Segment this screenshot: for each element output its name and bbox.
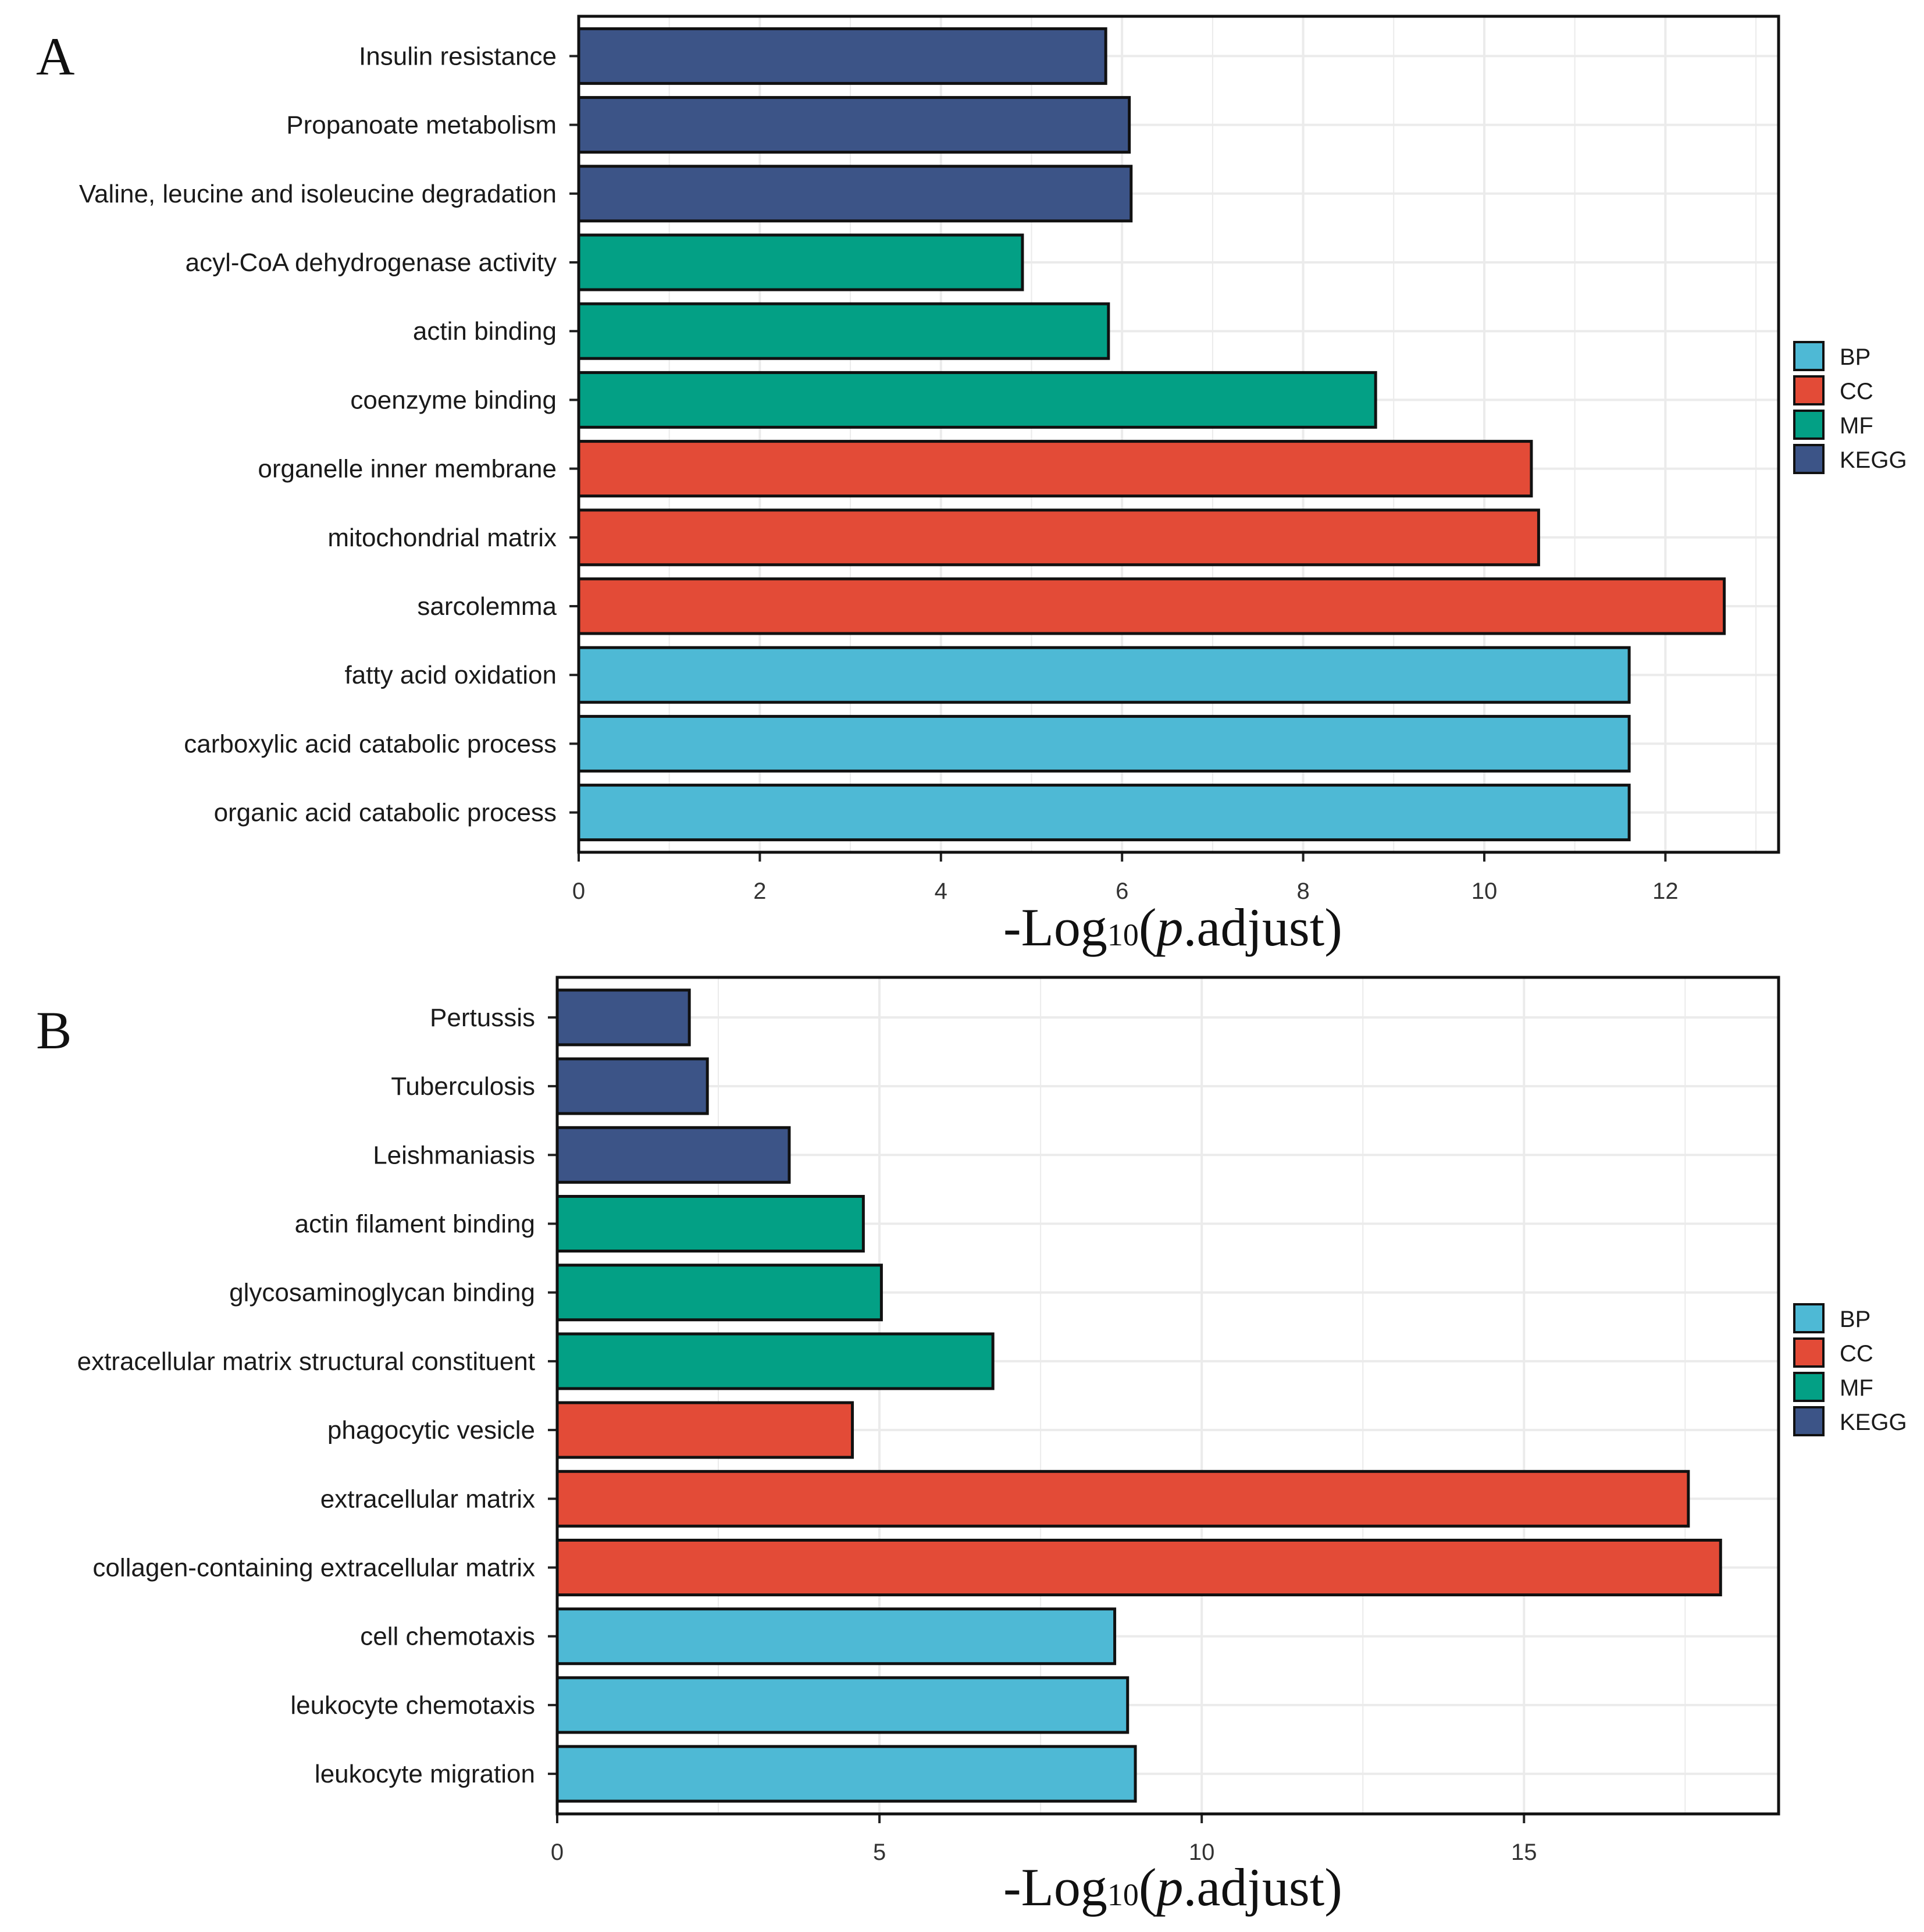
axis-title-part: ( bbox=[1139, 1858, 1157, 1917]
category-label: Insulin resistance bbox=[359, 42, 557, 70]
legend-label: KEGG bbox=[1840, 447, 1907, 473]
category-label: cell chemotaxis bbox=[360, 1623, 535, 1651]
category-label: coenzyme binding bbox=[350, 386, 557, 414]
bar bbox=[555, 1401, 854, 1459]
legend: BP CC MF KEGG bbox=[1793, 1303, 1907, 1436]
x-tick-label: 2 bbox=[753, 878, 766, 904]
bar bbox=[555, 1470, 1690, 1528]
bar bbox=[577, 96, 1131, 154]
bar bbox=[577, 165, 1133, 223]
category-label: sarcolemma bbox=[417, 592, 557, 621]
category-label: acyl-CoA dehydrogenase activity bbox=[186, 248, 557, 277]
bar bbox=[555, 1676, 1130, 1734]
legend-label: CC bbox=[1840, 379, 1873, 404]
x-tick-label: 15 bbox=[1511, 1840, 1537, 1865]
category-label: leukocyte chemotaxis bbox=[290, 1691, 535, 1720]
category-label: Leishmaniasis bbox=[373, 1141, 535, 1169]
bar bbox=[577, 714, 1631, 773]
bar bbox=[555, 1057, 709, 1115]
category-label: collagen-containing extracellular matrix bbox=[92, 1554, 535, 1582]
legend-label: KEGG bbox=[1840, 1410, 1907, 1435]
legend-swatch bbox=[1793, 1406, 1825, 1436]
bar bbox=[577, 233, 1024, 291]
category-label: actin binding bbox=[413, 317, 557, 346]
axis-title-part: 10 bbox=[1107, 1877, 1139, 1912]
category-label: fatty acid oxidation bbox=[345, 661, 557, 689]
axis-title-part: p bbox=[1153, 898, 1183, 957]
x-axis-title: -Log10(p.adjust) bbox=[1003, 1858, 1342, 1917]
bar bbox=[577, 371, 1377, 429]
bar bbox=[555, 1332, 995, 1390]
bar bbox=[555, 988, 691, 1047]
category-label: Pertussis bbox=[430, 1004, 535, 1032]
bar bbox=[577, 508, 1540, 567]
legend-swatch bbox=[1793, 1337, 1825, 1368]
panel-a: Insulin resistance Propanoate metabolism V… bbox=[36, 15, 1907, 957]
category-label: phagocytic vesicle bbox=[327, 1416, 535, 1444]
category-label: glycosaminoglycan binding bbox=[229, 1279, 535, 1307]
legend-swatch bbox=[1793, 375, 1825, 405]
x-axis-title: -Log10(p.adjust) bbox=[1003, 898, 1342, 957]
legend-swatch bbox=[1793, 341, 1825, 371]
category-label: carboxylic acid catabolic process bbox=[184, 730, 557, 758]
bar bbox=[555, 1126, 791, 1184]
axis-title-part: -Log bbox=[1003, 898, 1107, 957]
legend-swatch bbox=[1793, 1303, 1825, 1333]
bar bbox=[577, 577, 1726, 635]
legend-label: BP bbox=[1840, 1307, 1870, 1332]
bar bbox=[577, 302, 1110, 360]
category-label: Propanoate metabolism bbox=[286, 111, 557, 140]
axis-title-part: .adjust) bbox=[1183, 1858, 1342, 1917]
bar bbox=[555, 1745, 1137, 1803]
x-tick-label: 4 bbox=[935, 878, 947, 904]
legend-label: MF bbox=[1840, 1375, 1873, 1401]
x-tick-label: 10 bbox=[1189, 1840, 1215, 1865]
legend-label: BP bbox=[1840, 344, 1870, 370]
bar bbox=[555, 1264, 883, 1322]
panel-letter: A bbox=[36, 27, 74, 86]
x-tick-label: 12 bbox=[1652, 878, 1679, 904]
bar bbox=[555, 1539, 1722, 1596]
bar bbox=[555, 1195, 865, 1253]
bar bbox=[577, 27, 1107, 85]
category-label: extracellular matrix bbox=[320, 1485, 535, 1513]
legend-label: MF bbox=[1840, 413, 1873, 439]
category-label: Valine, leucine and isoleucine degradati… bbox=[79, 180, 557, 208]
category-label: organic acid catabolic process bbox=[214, 799, 557, 827]
plot-background bbox=[557, 977, 1779, 1814]
legend-swatch bbox=[1793, 444, 1825, 474]
axis-title-part: p bbox=[1153, 1858, 1183, 1917]
category-label: actin filament binding bbox=[295, 1210, 535, 1239]
bar bbox=[555, 1607, 1117, 1666]
bar bbox=[577, 646, 1631, 704]
x-tick-label: 6 bbox=[1116, 878, 1128, 904]
x-tick-label: 0 bbox=[572, 878, 585, 904]
plot-background bbox=[579, 16, 1779, 852]
panel-letter: B bbox=[36, 1001, 72, 1060]
axis-title-part: 10 bbox=[1107, 917, 1139, 952]
category-label: Tuberculosis bbox=[391, 1072, 535, 1101]
axis-title-part: .adjust) bbox=[1183, 898, 1342, 957]
category-label: organelle inner membrane bbox=[258, 455, 557, 483]
legend: BP CC MF KEGG bbox=[1793, 341, 1907, 474]
x-tick-label: 10 bbox=[1471, 878, 1498, 904]
x-tick-label: 0 bbox=[551, 1840, 564, 1865]
bar bbox=[577, 784, 1631, 842]
category-label: mitochondrial matrix bbox=[327, 524, 557, 552]
axis-title-part: ( bbox=[1139, 898, 1157, 957]
x-tick-label: 5 bbox=[873, 1840, 886, 1865]
plot-border bbox=[577, 15, 1780, 854]
legend-label: CC bbox=[1840, 1341, 1873, 1367]
legend-swatch bbox=[1793, 1372, 1825, 1402]
axis-title-part: -Log bbox=[1003, 1858, 1107, 1917]
panel-b: Pertussis Tuberculosis Leishmaniasis actin … bbox=[36, 976, 1907, 1917]
plot-border bbox=[555, 976, 1780, 1816]
category-label: extracellular matrix structural constitu… bbox=[77, 1347, 535, 1376]
bar bbox=[577, 440, 1533, 498]
x-tick-label: 8 bbox=[1296, 878, 1309, 904]
category-label: leukocyte migration bbox=[315, 1760, 535, 1788]
legend-swatch bbox=[1793, 410, 1825, 440]
